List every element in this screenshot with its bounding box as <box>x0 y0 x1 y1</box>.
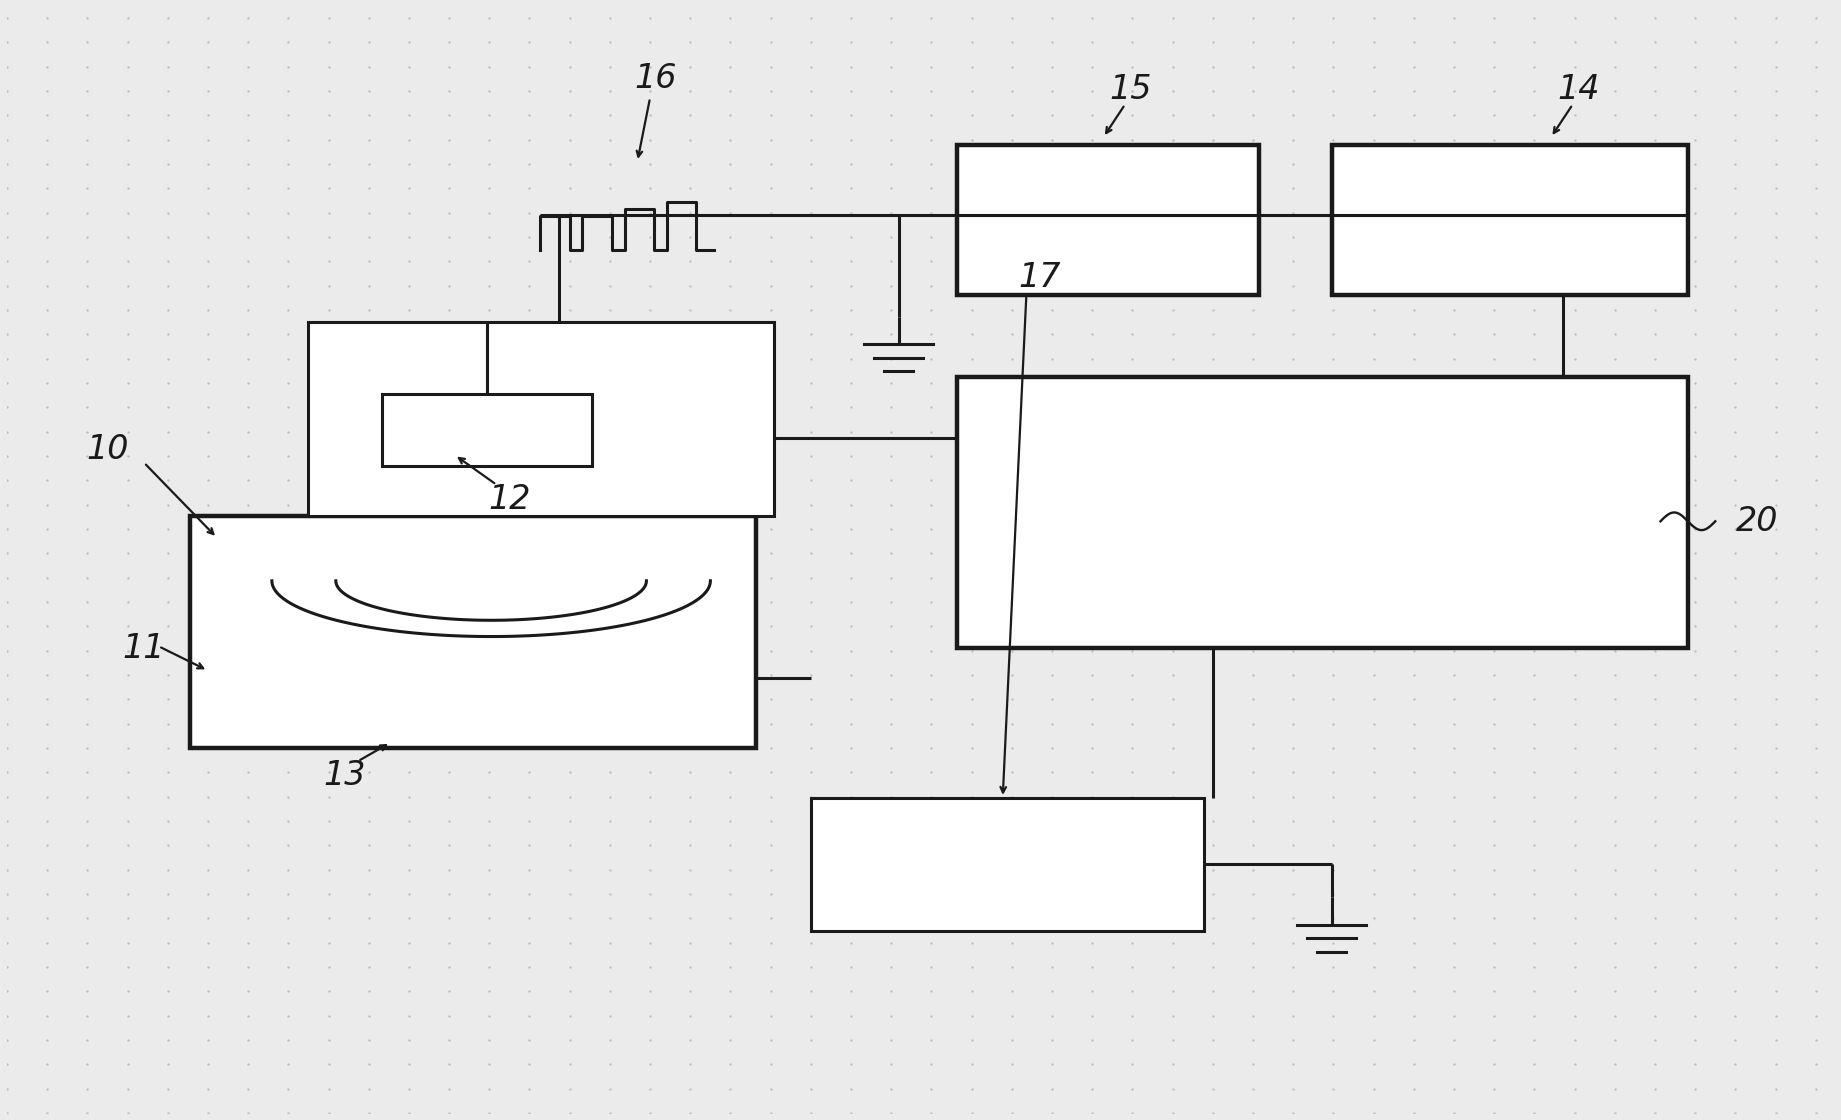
Text: 16: 16 <box>635 63 677 95</box>
Text: 15: 15 <box>1110 74 1152 106</box>
Bar <box>1331 146 1688 295</box>
Text: 20: 20 <box>1736 505 1778 538</box>
Bar <box>957 146 1259 295</box>
Text: 13: 13 <box>324 759 366 792</box>
Text: 14: 14 <box>1557 74 1600 106</box>
Text: 12: 12 <box>488 483 530 515</box>
Bar <box>190 515 757 748</box>
Text: 11: 11 <box>123 632 166 665</box>
Text: 17: 17 <box>1018 261 1060 295</box>
Text: 10: 10 <box>87 433 129 466</box>
Bar <box>810 797 1204 931</box>
Bar <box>957 377 1688 648</box>
Bar <box>309 323 775 515</box>
Bar <box>381 394 591 466</box>
